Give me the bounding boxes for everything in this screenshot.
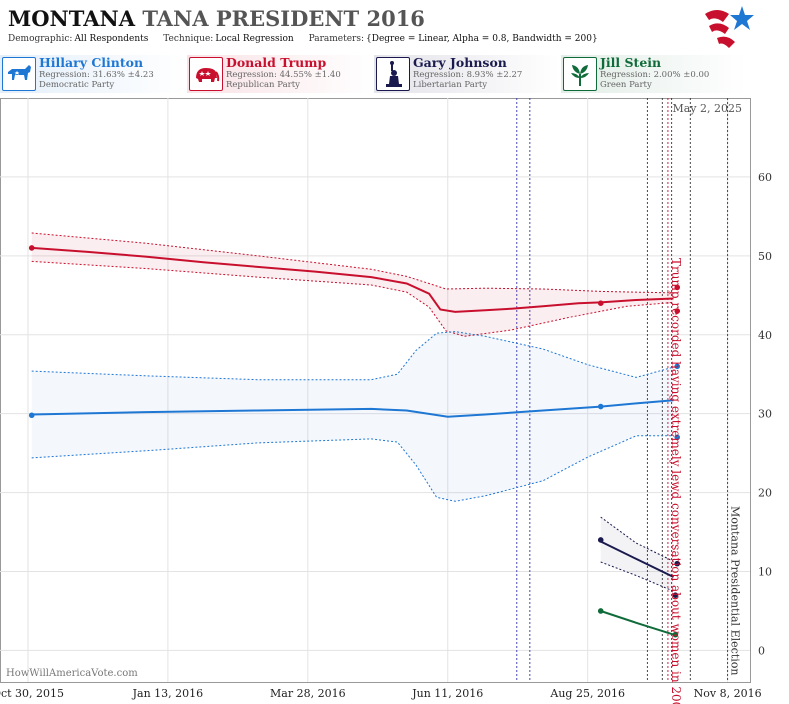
param-technique-value: Local Regression [215, 34, 294, 44]
gary-johnson-trend-line [600, 540, 674, 578]
candidate-stein[interactable]: Jill Stein Regression: 2.00% ±0.00 Green… [561, 55, 747, 93]
polling-chart: 0 10 20 30 40 50 60 Oct 30, 2015 Jan 13, 2016 Mar… [0, 98, 772, 704]
date-label: May 2, 2025 [672, 102, 742, 115]
page-title: MONTANA TANA PRESIDENT 2016 [8, 6, 425, 31]
candidate-name: Gary Johnson [413, 55, 507, 70]
candidate-johnson[interactable]: Gary Johnson Regression: 8.93% ±2.27 Lib… [374, 55, 560, 93]
gary-johnson-poll-point [597, 537, 604, 543]
hillary-clinton-poll-point [674, 434, 681, 441]
chart-header: MONTANA TANA PRESIDENT 2016 Demographic:… [0, 0, 789, 100]
param-demographic-value: All Respondents [74, 34, 149, 44]
donald-trump-confidence-band [31, 233, 674, 337]
donald-trump-upper-bound [31, 232, 674, 294]
y-tick-label: 30 [758, 408, 772, 421]
elephant-icon [189, 57, 223, 91]
candidate-party: Libertarian Party [413, 80, 488, 90]
gary-johnson-lower-bound [600, 561, 674, 592]
jill-stein-poll-point [597, 608, 604, 614]
candidate-party: Republican Party [226, 80, 300, 90]
x-tick-label: Aug 25, 2016 [549, 687, 625, 700]
y-tick-label: 60 [758, 171, 772, 184]
event-annotation: Montana Presidential Election [729, 506, 742, 675]
donald-trump-lower-bound [31, 260, 674, 337]
param-technique-key: Technique: [163, 34, 214, 44]
hillary-clinton-confidence-band [31, 331, 674, 502]
plot-frame [0, 98, 751, 683]
parameters-line: Demographic: All Respondents Technique: Lo… [8, 34, 610, 44]
donald-trump-trend-line [31, 246, 674, 313]
y-tick-label: 20 [758, 487, 772, 500]
x-tick-label: Nov 8, 2016 [694, 687, 762, 700]
y-tick-label: 40 [758, 329, 772, 342]
star-flag-logo-icon[interactable] [699, 4, 755, 50]
gary-johnson-confidence-band [600, 517, 674, 592]
jill-stein-poll-point [672, 631, 679, 638]
x-tick-label: Jan 13, 2016 [132, 687, 204, 700]
x-tick-label: Mar 28, 2016 [270, 687, 346, 700]
hillary-clinton-poll-point [28, 412, 35, 419]
gary-johnson-poll-point [672, 592, 679, 598]
event-annotation: Trump recorded having extremely lewd con… [669, 258, 683, 704]
candidate-name: Donald Trump [226, 55, 327, 70]
donald-trump-poll-point [674, 308, 681, 314]
donald-trump-poll-point [674, 284, 681, 291]
gary-johnson-upper-bound [600, 516, 674, 562]
candidate-name: Hillary Clinton [39, 55, 144, 70]
candidate-regression: Regression: 2.00% ±0.00 [600, 70, 710, 80]
title-rest: TANA PRESIDENT 2016 [142, 6, 425, 31]
candidate-regression: Regression: 8.93% ±2.27 [413, 70, 523, 80]
x-tick-label: Oct 30, 2015 [0, 687, 64, 700]
param-demographic-key: Demographic: [8, 34, 73, 44]
param-parameters-key: Parameters: [308, 34, 365, 44]
watermark: HowWillAmericaVote.com [6, 668, 138, 679]
green-leaf-icon [563, 57, 597, 91]
hillary-clinton-upper-bound [31, 331, 674, 381]
param-parameters-value: {Degree = Linear, Alpha = 0.8, Bandwidth… [366, 34, 598, 44]
candidate-party: Green Party [600, 80, 652, 90]
donkey-icon [2, 57, 36, 91]
candidate-regression: Regression: 31.63% ±4.23 [39, 70, 154, 80]
candidate-trump[interactable]: Donald Trump Regression: 44.55% ±1.40 Re… [187, 55, 373, 93]
candidate-party: Democratic Party [39, 80, 115, 90]
x-tick-label: Jun 11, 2016 [411, 687, 483, 700]
y-tick-label: 10 [758, 566, 772, 579]
donald-trump-poll-point [597, 300, 604, 306]
hillary-clinton-trend-line [31, 399, 674, 418]
candidate-name: Jill Stein [600, 55, 662, 70]
hillary-clinton-poll-point [597, 403, 604, 410]
y-tick-label: 50 [758, 250, 772, 263]
statue-of-liberty-icon [376, 57, 410, 91]
candidate-clinton[interactable]: Hillary Clinton Regression: 31.63% ±4.23… [0, 55, 186, 93]
hillary-clinton-poll-point [674, 363, 681, 370]
gary-johnson-poll-point [674, 560, 681, 567]
y-tick-label: 0 [758, 644, 765, 657]
candidate-legend: Hillary Clinton Regression: 31.63% ±4.23… [0, 55, 789, 93]
title-state: MONTANA [8, 6, 135, 31]
jill-stein-trend-line [600, 610, 674, 636]
candidate-regression: Regression: 44.55% ±1.40 [226, 70, 341, 80]
donald-trump-poll-point [28, 245, 35, 251]
